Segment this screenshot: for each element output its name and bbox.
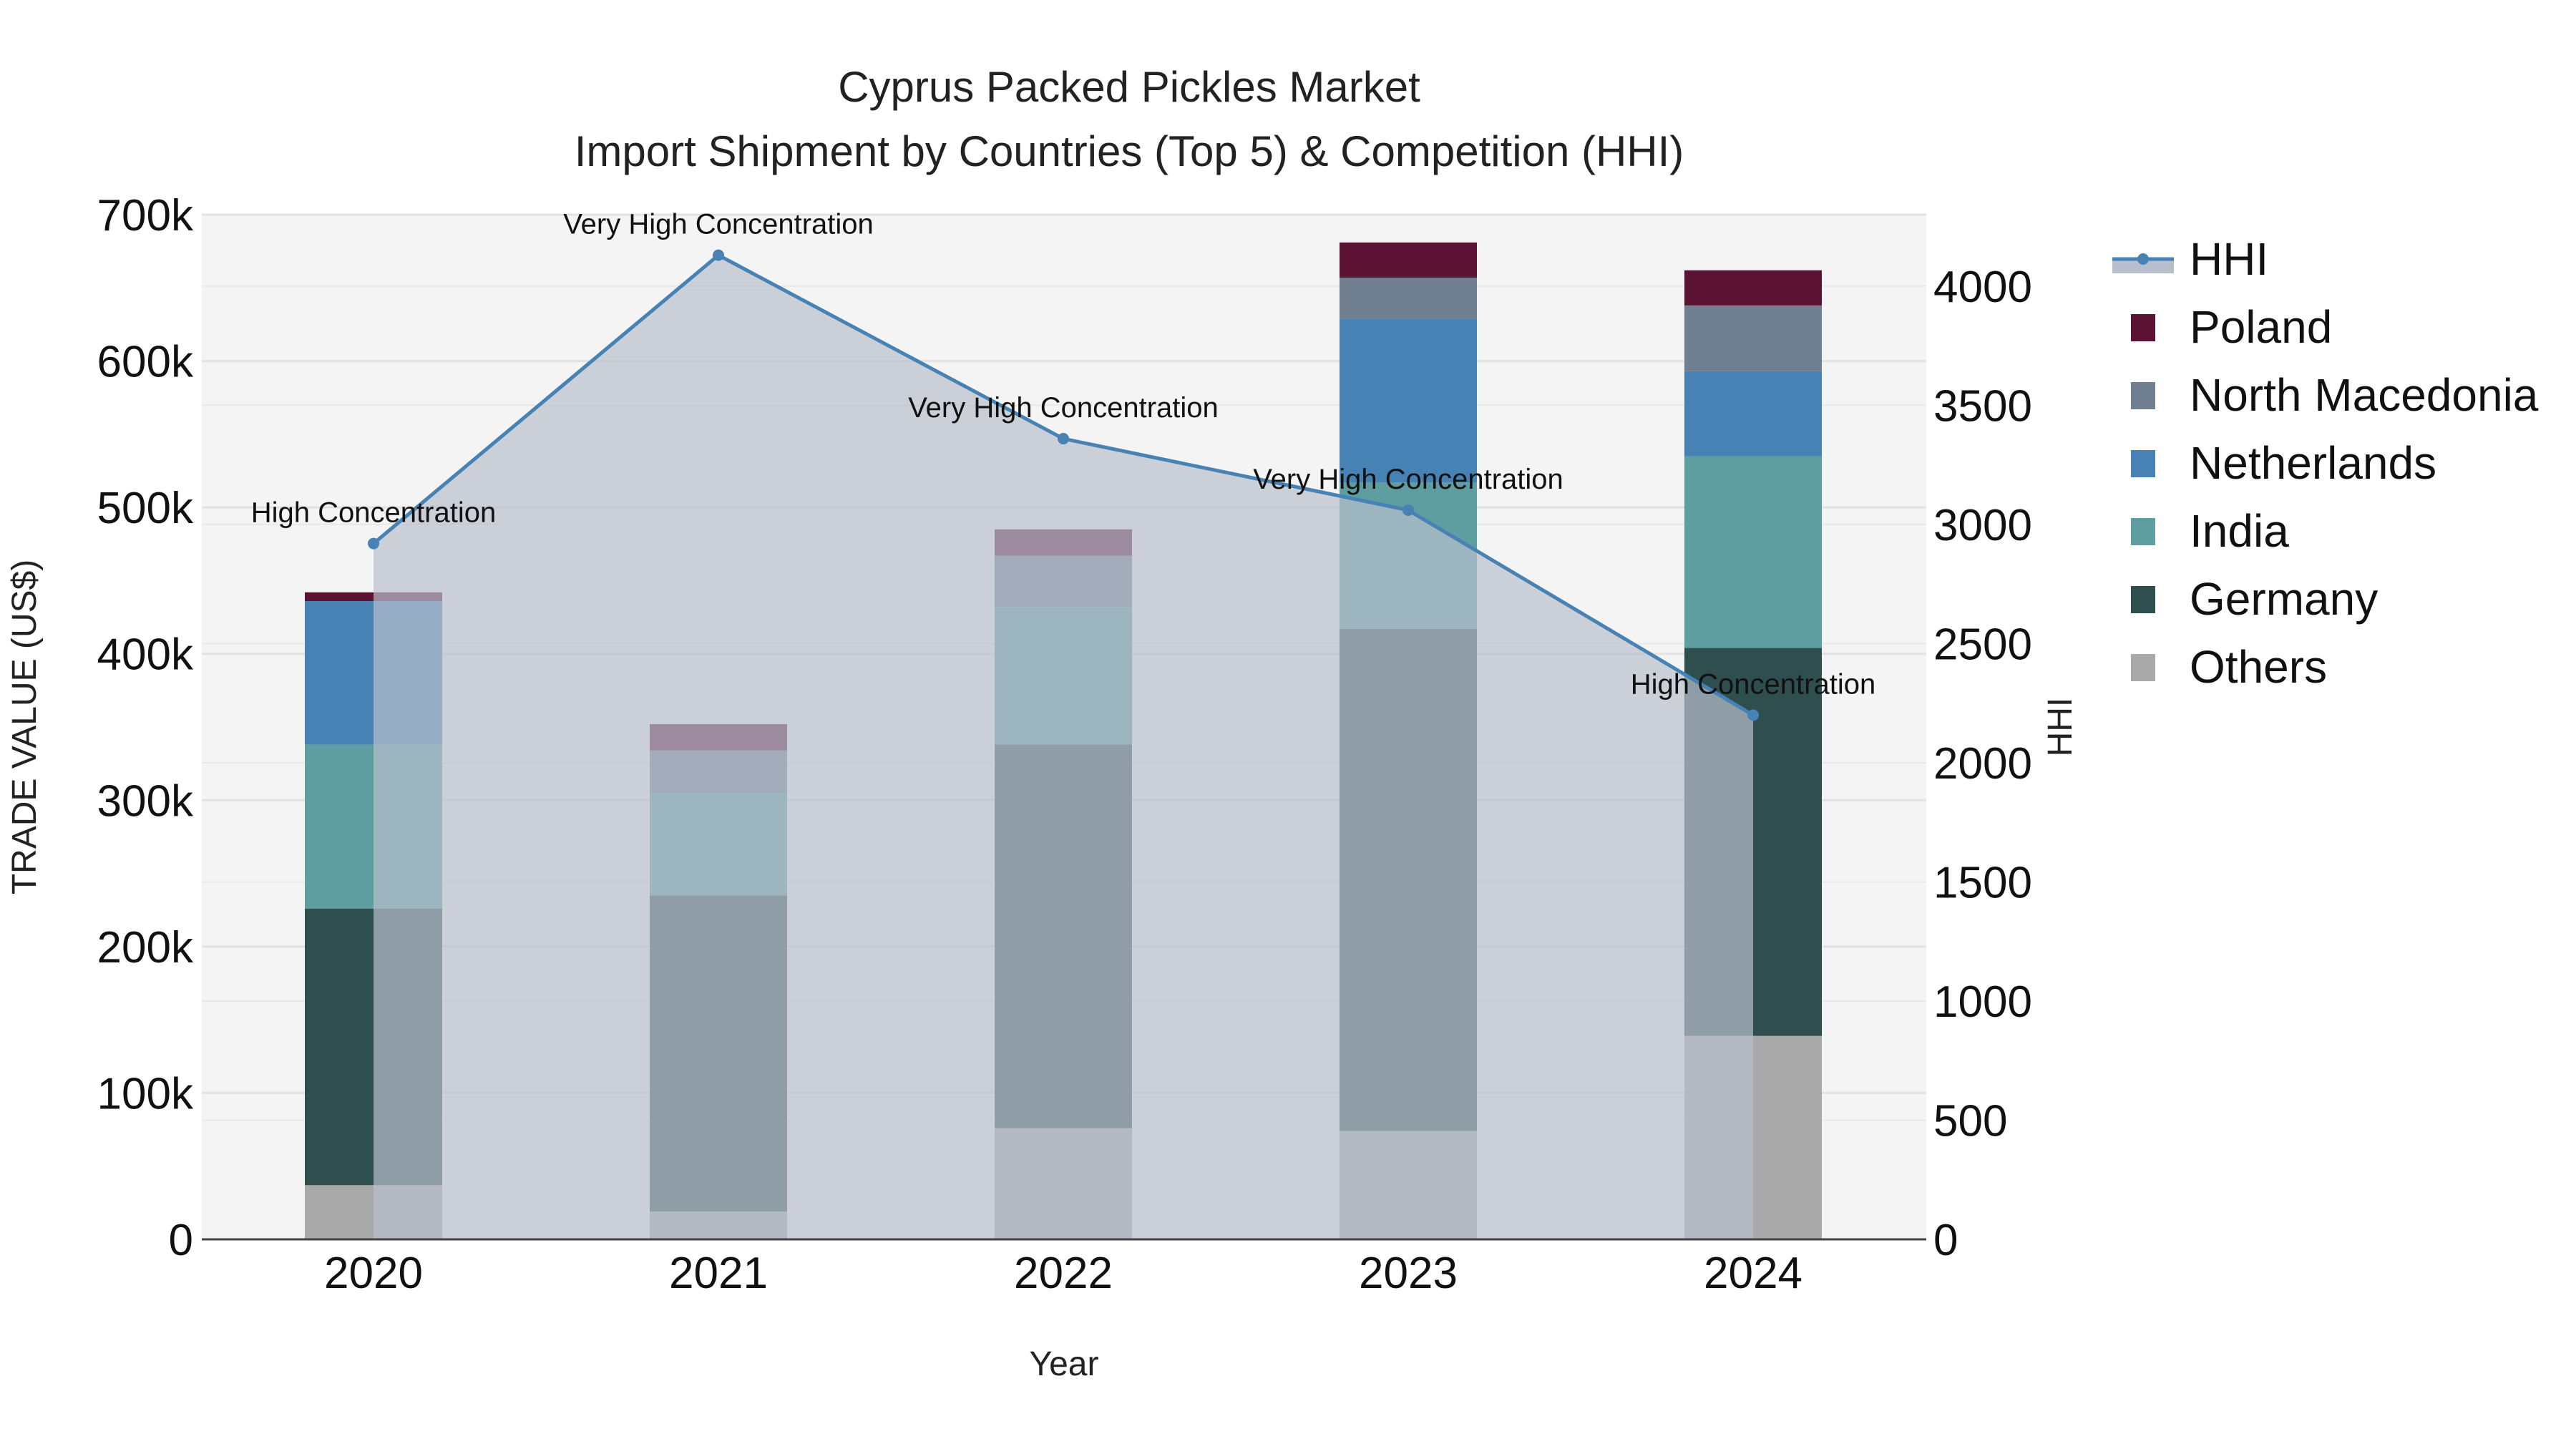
y2-tick-label-1: 500 <box>1933 1096 2007 1146</box>
chart-subtitle: Import Shipment by Countries (Top 5) & C… <box>575 127 1684 175</box>
legend-swatch-netherlands <box>2131 450 2155 477</box>
y-tick-label-4: 400k <box>97 630 194 680</box>
y-tick-label-3: 300k <box>97 776 194 826</box>
bar-netherlands-2024[interactable] <box>1684 371 1822 457</box>
y-tick-label-0: 0 <box>169 1216 193 1265</box>
y-axis-title: TRADE VALUE (US$) <box>6 560 44 895</box>
legend-swatch-germany <box>2131 586 2155 613</box>
legend-swatch-others <box>2131 654 2155 681</box>
y2-tick-label-4: 2000 <box>1933 739 2032 789</box>
legend-swatch-poland <box>2131 314 2155 341</box>
legend-item-hhi[interactable]: HHI <box>2112 233 2268 285</box>
hhi-point-2024[interactable] <box>1747 709 1759 721</box>
hhi-layer: High Concentration Very High Concentratio… <box>251 209 1875 1239</box>
legend-label-india: India <box>2190 505 2289 557</box>
legend-item-netherlands[interactable]: Netherlands <box>2131 437 2436 489</box>
y-tick-label-5: 500k <box>97 484 194 533</box>
bar-north-macedonia-2024[interactable] <box>1684 305 1822 371</box>
hhi-annotation-2020: High Concentration <box>251 497 496 529</box>
legend-label-north-macedonia: North Macedonia <box>2190 369 2539 421</box>
hhi-point-2021[interactable] <box>713 249 724 261</box>
legend-item-others[interactable]: Others <box>2131 641 2327 693</box>
hhi-annotation-2022: Very High Concentration <box>908 392 1219 424</box>
y-tick-label-7: 700k <box>97 191 194 240</box>
legend-item-germany[interactable]: Germany <box>2131 573 2378 625</box>
y2-ticks: 0 500 1000 1500 2000 2500 3000 3500 4000 <box>1933 263 2032 1265</box>
hhi-point-2020[interactable] <box>368 537 379 550</box>
x-tick-label-2020: 2020 <box>324 1249 423 1298</box>
hhi-area <box>374 255 1753 1239</box>
legend: HHI Poland North Macedonia Netherlands India… <box>2112 233 2539 693</box>
bar-india-2024[interactable] <box>1684 456 1822 648</box>
hhi-point-2022[interactable] <box>1058 433 1069 445</box>
legend-label-netherlands: Netherlands <box>2190 437 2436 489</box>
legend-label-others: Others <box>2190 641 2327 693</box>
y2-axis-title: HHI <box>2041 698 2079 757</box>
legend-item-north-macedonia[interactable]: North Macedonia <box>2131 369 2539 421</box>
y2-tick-label-8: 4000 <box>1933 263 2032 312</box>
y-ticks: 0 100k 200k 300k 400k 500k 600k 700k <box>97 191 194 1265</box>
hhi-annotation-2023: Very High Concentration <box>1253 464 1563 495</box>
legend-label-germany: Germany <box>2190 573 2378 625</box>
y2-tick-label-0: 0 <box>1933 1216 1958 1265</box>
legend-label-poland: Poland <box>2190 301 2332 353</box>
y2-tick-label-2: 1000 <box>1933 977 2032 1027</box>
y2-tick-label-3: 1500 <box>1933 858 2032 907</box>
x-axis-title: Year <box>1030 1345 1099 1383</box>
x-tick-label-2024: 2024 <box>1704 1249 1802 1298</box>
y2-tick-label-7: 3500 <box>1933 381 2032 431</box>
legend-item-india[interactable]: India <box>2131 505 2289 557</box>
legend-swatch-hhi-area <box>2112 259 2174 273</box>
x-tick-label-2021: 2021 <box>669 1249 768 1298</box>
bar-poland-2024[interactable] <box>1684 270 1822 306</box>
bar-poland-2023[interactable] <box>1340 242 1477 278</box>
chart-title: Cyprus Packed Pickles Market <box>838 63 1420 111</box>
hhi-point-2023[interactable] <box>1402 504 1414 516</box>
legend-item-poland[interactable]: Poland <box>2131 301 2332 353</box>
y-tick-label-6: 600k <box>97 338 194 387</box>
legend-swatch-hhi-marker <box>2137 253 2149 265</box>
legend-swatch-india <box>2131 518 2155 545</box>
y-tick-label-2: 200k <box>97 923 194 972</box>
x-tick-label-2023: 2023 <box>1359 1249 1458 1298</box>
y2-tick-label-6: 3000 <box>1933 501 2032 550</box>
hhi-annotation-2021: Very High Concentration <box>563 209 874 240</box>
x-tick-label-2022: 2022 <box>1014 1249 1113 1298</box>
x-ticks: 2020 2021 2022 2023 2024 <box>324 1249 1802 1298</box>
legend-swatch-north-macedonia <box>2131 382 2155 409</box>
y2-tick-label-5: 2500 <box>1933 620 2032 669</box>
bar-netherlands-2023[interactable] <box>1340 318 1477 483</box>
hhi-annotation-2024: High Concentration <box>1631 668 1875 700</box>
bar-north-macedonia-2023[interactable] <box>1340 277 1477 319</box>
y-tick-label-1: 100k <box>97 1069 194 1118</box>
legend-label-hhi: HHI <box>2190 233 2268 285</box>
